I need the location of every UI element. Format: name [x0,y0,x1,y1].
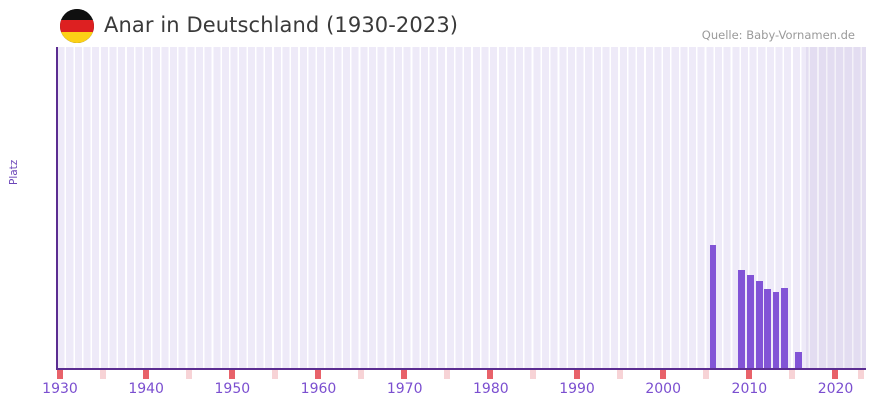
x-tick-major-2000 [659,370,666,379]
bar-2018 [773,292,779,368]
shaded-forecast-region [806,47,866,368]
bar-2015 [747,275,754,368]
x-tick-minor-1965 [358,370,365,379]
x-axis-label-1930: 1930 [42,381,78,397]
x-axis-label-1940: 1940 [128,381,164,397]
y-axis-line [56,47,58,368]
x-axis-label-2020: 2020 [817,381,854,397]
x-axis-label-1960: 1960 [300,381,337,397]
x-axis-line [56,368,866,370]
x-axis-labels: 1930 1940 1950 1960 1970 1980 1990 2000 2010 2020 [42,381,866,407]
x-tick-major-1940 [142,370,149,379]
flag-band-black [60,9,94,21]
x-tick-minor-2015 [788,370,795,379]
x-axis-label-1970: 1970 [386,381,423,397]
page-title: Anar in Deutschland (1930-2023) [104,13,459,37]
x-tick-minor-1935 [99,370,106,379]
bar-2019 [781,288,788,368]
x-tick-major-1980 [487,370,494,379]
y-axis-title: Platz [8,159,20,185]
x-tick-minor-1975 [444,370,451,379]
bar-2016 [756,281,763,368]
bar-2014 [738,270,745,368]
x-tick-minor-2005 [702,370,709,379]
bar-2010 [709,245,716,368]
flag-band-gold [60,31,94,43]
x-axis-label-1980: 1980 [473,381,509,397]
bar-2017 [764,289,771,368]
source-attribution: Quelle: Baby-Vornamen.de [701,28,855,42]
chart-header: Anar in Deutschland (1930-2023) Quelle: … [0,0,873,46]
bar-2021 [795,352,802,368]
plot-area: 1 5453 [56,47,866,368]
x-tick-minor-1955 [271,370,278,379]
x-tick-minor-2023 [857,370,864,379]
x-tick-major-1970 [401,370,408,379]
x-tick-minor-1985 [530,370,537,379]
x-axis-ticks [56,370,866,379]
x-tick-major-2010 [745,370,752,379]
x-tick-minor-1995 [616,370,623,379]
x-tick-major-1960 [315,370,321,379]
x-tick-major-1990 [573,370,580,379]
x-axis-label-2000: 2000 [645,381,682,397]
german-flag-icon [60,9,94,43]
x-tick-major-2020 [832,370,839,379]
flag-band-red [60,20,94,32]
x-tick-minor-1945 [185,370,192,379]
x-tick-major-1950 [228,370,235,379]
x-axis-label-1950: 1950 [214,381,251,397]
x-axis-label-1990: 1990 [559,381,595,397]
x-axis-label-2010: 2010 [731,381,768,397]
x-tick-major-1930 [56,370,63,379]
